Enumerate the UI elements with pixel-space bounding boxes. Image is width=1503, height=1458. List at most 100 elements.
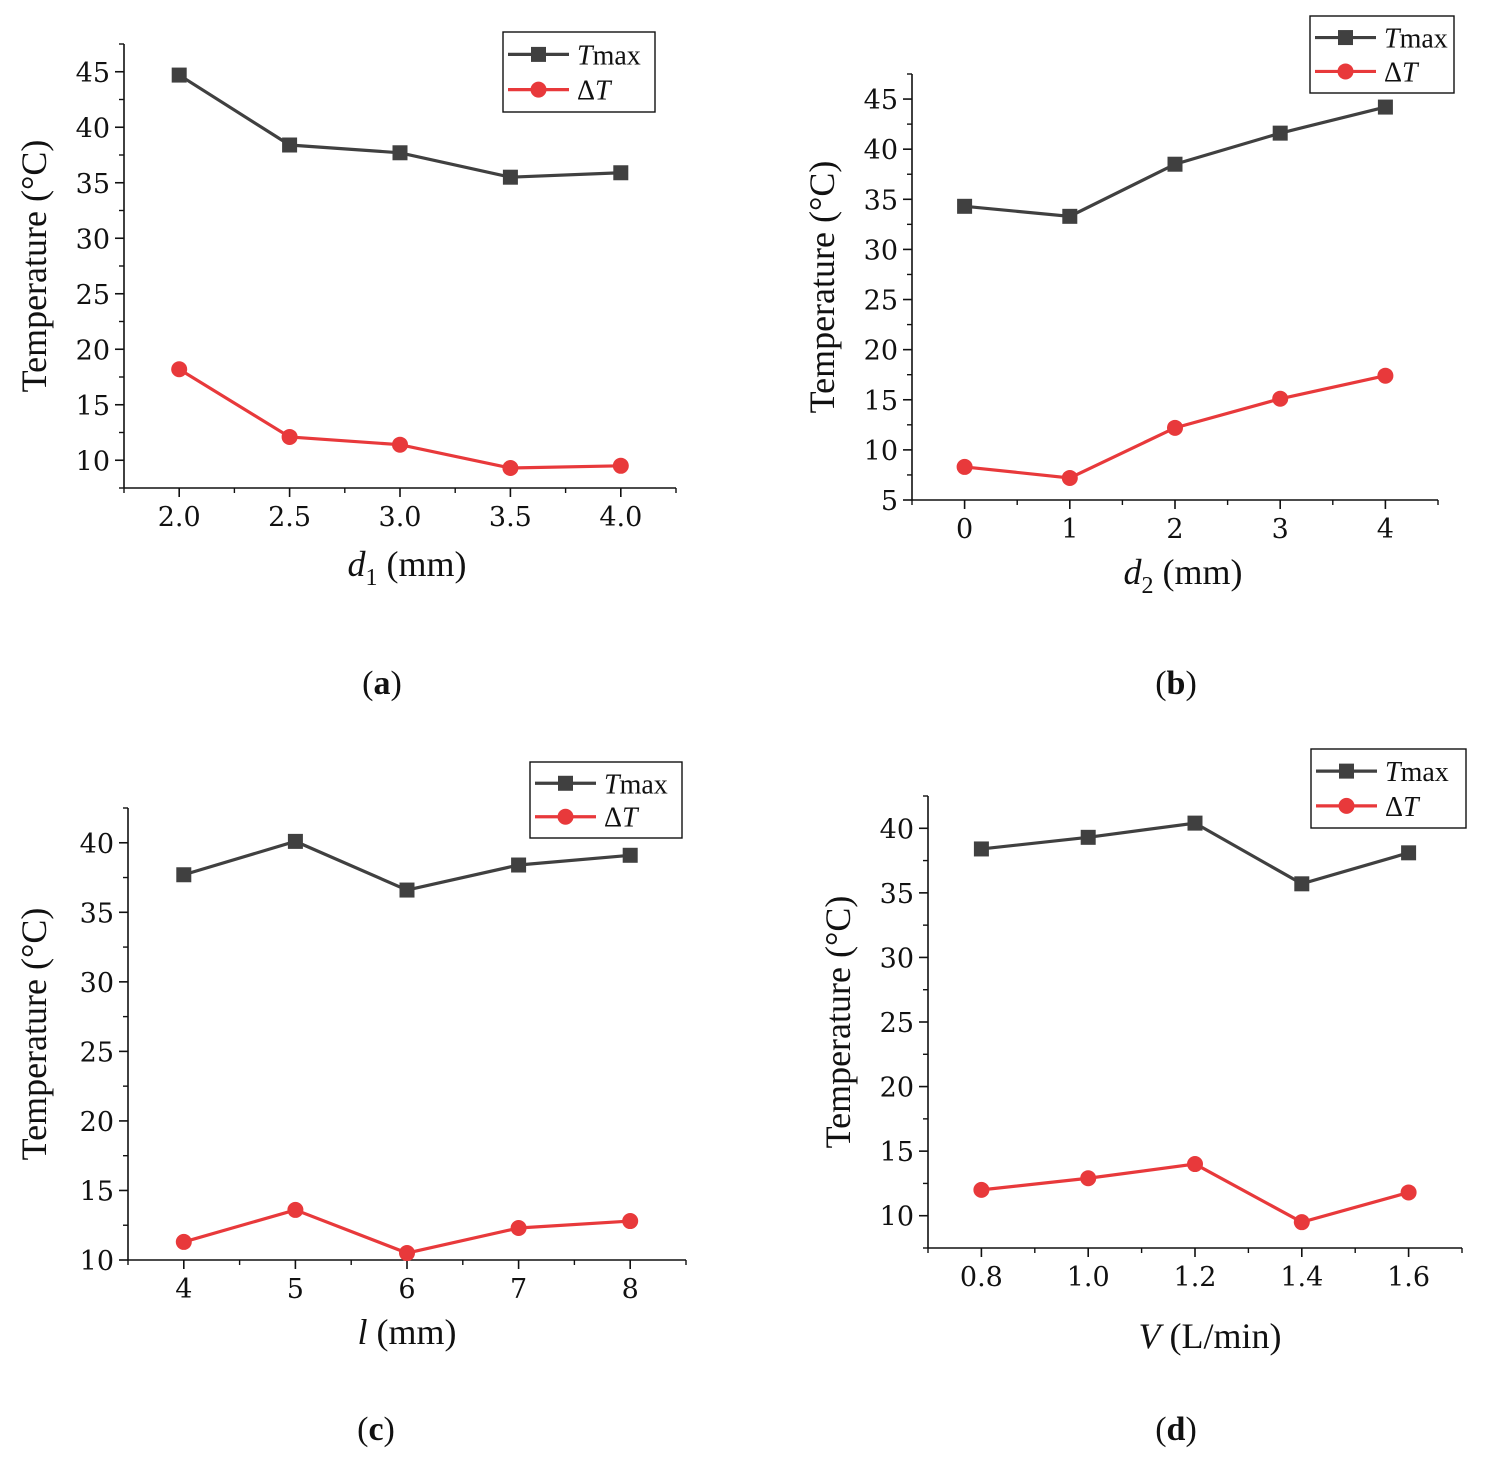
data-point-deltaT bbox=[1080, 1170, 1097, 1187]
legend-label-main: Δ bbox=[577, 76, 595, 107]
legend-label-suffix: T bbox=[595, 76, 613, 107]
y-tick-label: 40 bbox=[864, 135, 898, 166]
data-point-tmax bbox=[1062, 208, 1078, 224]
panel-caption-close: ) bbox=[1185, 665, 1196, 702]
y-tick-label: 15 bbox=[80, 1176, 114, 1207]
x-axis-symbol: d bbox=[1124, 552, 1143, 592]
panel-caption-open: ( bbox=[1155, 665, 1166, 702]
y-tick-label: 20 bbox=[76, 335, 110, 366]
y-tick-label: 25 bbox=[76, 280, 110, 311]
x-axis-symbol: d bbox=[348, 544, 367, 584]
legend-label-main: T bbox=[577, 40, 595, 71]
data-point-tmax bbox=[511, 857, 527, 873]
data-point-tmax bbox=[1187, 815, 1203, 831]
y-tick-label: 30 bbox=[864, 235, 898, 266]
panel-caption-letter: a bbox=[374, 665, 391, 702]
panel-caption-close: ) bbox=[384, 1411, 395, 1448]
y-axis-title: Temperature (°C) bbox=[802, 161, 842, 414]
data-point-tmax bbox=[957, 198, 973, 214]
series-line-tmax bbox=[981, 821, 1410, 886]
data-point-deltaT bbox=[956, 458, 973, 475]
x-axis-unit: (mm) bbox=[378, 544, 467, 584]
x-axis-subscript: 1 bbox=[366, 565, 378, 591]
y-tick-label: 40 bbox=[80, 829, 114, 860]
y-axis-title: Temperature (°C) bbox=[818, 896, 858, 1149]
x-tick-label: 0 bbox=[956, 514, 973, 545]
data-point-tmax bbox=[176, 867, 192, 883]
legend-marker-deltaT bbox=[1338, 797, 1355, 814]
data-point-deltaT bbox=[281, 428, 298, 445]
y-tick-label: 30 bbox=[880, 943, 914, 974]
data-point-tmax bbox=[171, 67, 187, 83]
data-point-tmax bbox=[1272, 125, 1288, 141]
data-point-tmax bbox=[613, 165, 629, 181]
data-point-deltaT bbox=[1293, 1214, 1310, 1231]
y-tick-label: 35 bbox=[880, 879, 914, 910]
y-tick-label: 15 bbox=[880, 1137, 914, 1168]
y-tick-label: 45 bbox=[864, 85, 898, 116]
x-tick-label: 3.0 bbox=[379, 502, 422, 533]
x-tick-label: 0.8 bbox=[960, 1262, 1003, 1293]
legend-label-main: Δ bbox=[604, 803, 622, 834]
y-tick-label: 40 bbox=[880, 814, 914, 845]
series-line-deltaT bbox=[981, 1162, 1410, 1224]
x-tick-label: 1.0 bbox=[1067, 1262, 1110, 1293]
data-point-tmax bbox=[282, 137, 298, 153]
legend-label-tmax: Tmax bbox=[1385, 757, 1449, 788]
y-tick-label: 10 bbox=[76, 446, 110, 477]
x-tick-label: 1.2 bbox=[1174, 1262, 1217, 1293]
legend-label-deltaT: ΔT bbox=[1385, 792, 1421, 823]
legend-box bbox=[1309, 15, 1455, 94]
y-tick-label: 5 bbox=[881, 486, 898, 517]
legend-label-suffix: T bbox=[1403, 792, 1421, 823]
x-tick-label: 4.0 bbox=[599, 502, 642, 533]
data-point-deltaT bbox=[622, 1213, 639, 1230]
y-tick-label: 20 bbox=[80, 1107, 114, 1138]
data-point-deltaT bbox=[612, 457, 629, 474]
x-tick-label: 8 bbox=[622, 1274, 639, 1305]
x-tick-label: 1 bbox=[1061, 514, 1078, 545]
y-tick-label: 10 bbox=[880, 1202, 914, 1233]
x-tick-label: 2.5 bbox=[268, 502, 311, 533]
data-point-tmax bbox=[1080, 829, 1096, 845]
data-point-deltaT bbox=[399, 1245, 415, 1262]
legend-label-tmax: Tmax bbox=[1384, 24, 1448, 55]
y-axis-title: Temperature (°C) bbox=[14, 140, 54, 393]
data-point-deltaT bbox=[1377, 367, 1394, 384]
data-point-tmax bbox=[399, 882, 415, 898]
data-point-deltaT bbox=[1400, 1184, 1417, 1201]
panel-caption-letter: d bbox=[1167, 1411, 1186, 1448]
x-tick-label: 3.5 bbox=[489, 502, 532, 533]
panel-caption-letter: c bbox=[368, 1411, 383, 1448]
x-tick-label: 2 bbox=[1166, 514, 1183, 545]
x-tick-label: 2.0 bbox=[158, 502, 201, 533]
panel-caption: (c) bbox=[357, 1411, 395, 1448]
y-tick-label: 20 bbox=[880, 1073, 914, 1104]
data-point-deltaT bbox=[175, 1233, 192, 1250]
x-axis-title: l (mm) bbox=[358, 1312, 457, 1352]
data-point-deltaT bbox=[510, 1220, 527, 1237]
legend-marker-deltaT bbox=[1337, 63, 1354, 80]
x-tick-label: 7 bbox=[510, 1274, 527, 1305]
y-tick-label: 25 bbox=[880, 1008, 914, 1039]
x-axis-title: d2 (mm) bbox=[1124, 552, 1243, 599]
x-tick-label: 4 bbox=[175, 1274, 192, 1305]
y-tick-label: 35 bbox=[80, 898, 114, 929]
data-point-tmax bbox=[392, 145, 408, 161]
y-tick-label: 30 bbox=[76, 224, 110, 255]
y-tick-label: 20 bbox=[864, 336, 898, 367]
legend-marker-deltaT bbox=[530, 81, 547, 98]
legend-marker-tmax bbox=[531, 46, 546, 62]
legend-label-suffix: T bbox=[1402, 57, 1420, 88]
y-axis-title: Temperature (°C) bbox=[14, 908, 54, 1161]
panel-caption: (b) bbox=[1155, 665, 1197, 702]
x-axis-unit: (mm) bbox=[368, 1312, 457, 1352]
y-tick-label: 10 bbox=[80, 1246, 114, 1277]
legend-label-main: T bbox=[1385, 757, 1403, 788]
legend-label-suffix: max bbox=[620, 769, 668, 800]
data-point-tmax bbox=[622, 847, 638, 863]
data-point-deltaT bbox=[502, 460, 519, 477]
legend-box bbox=[1310, 748, 1467, 829]
